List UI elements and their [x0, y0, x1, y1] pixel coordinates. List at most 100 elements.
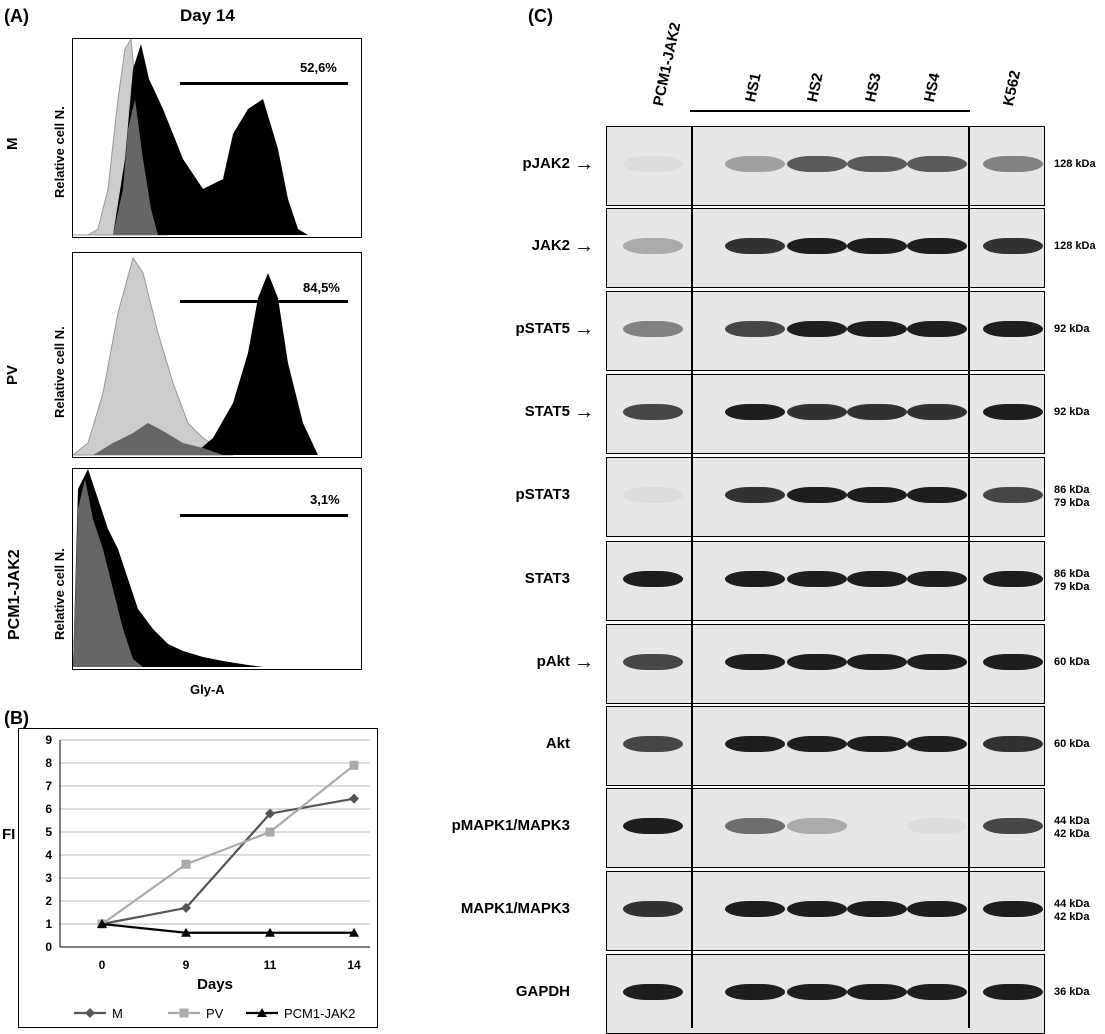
blot-label: pSTAT5: [515, 320, 570, 337]
hist-row-label-pv: PV: [4, 364, 21, 385]
histogram-pcm1-plot: [73, 469, 263, 667]
blot-band: [983, 571, 1043, 587]
blot-band: [725, 654, 785, 670]
blot-band: [787, 487, 847, 503]
series-line-m: [101, 797, 355, 926]
blot-band: [983, 736, 1043, 752]
y-tick-label: 2: [45, 894, 52, 908]
blot-band: [787, 404, 847, 420]
blot-band: [983, 487, 1043, 503]
kda-label: 79 kDa: [1054, 497, 1090, 509]
blot-band: [623, 654, 683, 670]
blot-band: [787, 736, 847, 752]
blot-band: [983, 238, 1043, 254]
blot-band: [847, 984, 907, 1000]
y-tick-label: 5: [45, 825, 52, 839]
blot-band: [907, 487, 967, 503]
blot-band: [623, 321, 683, 337]
lane-divider-right: [968, 126, 970, 1028]
blot-band: [847, 156, 907, 172]
blot-band: [907, 156, 967, 172]
blot-label: STAT5: [524, 403, 570, 420]
blot-band: [983, 654, 1043, 670]
data-point-pcm1-jak2: [265, 927, 275, 937]
series-line-pv: [101, 764, 355, 925]
hist-row-label-m: M: [4, 137, 21, 151]
blot-band: [847, 654, 907, 670]
blot-band: [847, 736, 907, 752]
blot-pakt: [606, 624, 1045, 704]
y-tick-label: 7: [45, 779, 52, 793]
blot-band: [907, 736, 967, 752]
x-axis-label: Days: [197, 976, 233, 993]
blot-label: pMAPK1/MAPK3: [451, 817, 570, 834]
lane-label: K562: [1000, 68, 1025, 108]
blot-band: [983, 901, 1043, 917]
blot-label: JAK2: [531, 237, 570, 254]
blot-stat3: [606, 541, 1045, 621]
blot-band: [725, 571, 785, 587]
blot-band: [787, 901, 847, 917]
gate-line-pv: [180, 300, 348, 303]
blot-pjak2: [606, 126, 1045, 206]
blot-band: [787, 156, 847, 172]
legend-marker: [257, 1008, 267, 1017]
kda-label: 44 kDa: [1054, 898, 1090, 910]
data-point-pcm1-jak2: [181, 927, 191, 937]
panel-b-letter: (B): [4, 708, 29, 728]
histogram-pv-control: [73, 256, 234, 456]
histogram-m-plot: [73, 39, 308, 236]
arrow-icon: →: [574, 401, 594, 423]
histogram-pcm1: [72, 468, 362, 670]
kda-label: 92 kDa: [1054, 323, 1090, 335]
arrow-icon: →: [574, 318, 594, 340]
x-tick-label: 14: [347, 958, 361, 972]
x-tick-label: 9: [183, 958, 190, 972]
blot-band: [983, 404, 1043, 420]
blot-band: [787, 984, 847, 1000]
lane-divider-left: [691, 126, 693, 1028]
kda-label: 36 kDa: [1054, 986, 1090, 998]
blot-band: [725, 238, 785, 254]
blot-stat5: [606, 374, 1045, 454]
kda-label: 60 kDa: [1054, 656, 1090, 668]
kda-label: 128 kDa: [1054, 158, 1096, 170]
blot-akt: [606, 706, 1045, 786]
histogram-pv-overlap: [93, 423, 223, 455]
panel-c-letter: (C): [528, 6, 553, 26]
blot-band: [983, 818, 1043, 834]
blot-band: [623, 571, 683, 587]
blot-label: MAPK1/MAPK3: [460, 900, 570, 917]
blot-band: [983, 156, 1043, 172]
blot-band: [907, 404, 967, 420]
lane-label: PCM1-JAK2: [650, 20, 685, 108]
x-tick-label: 11: [264, 958, 277, 972]
data-point-pv: [181, 859, 191, 869]
blot-band: [725, 404, 785, 420]
data-point-pv: [349, 760, 359, 770]
data-point-pcm1-jak2: [97, 919, 107, 928]
blot-band: [907, 901, 967, 917]
blot-band: [725, 156, 785, 172]
blot-band: [725, 984, 785, 1000]
legend-marker: [179, 1008, 189, 1018]
blot-gapdh: [606, 954, 1045, 1034]
kda-label: 86 kDa: [1054, 484, 1090, 496]
histogram-m: [72, 38, 362, 238]
legend-marker: [85, 1008, 95, 1018]
kda-label: 60 kDa: [1054, 738, 1090, 750]
lane-label: HS3: [862, 71, 885, 104]
chart-ylabel: FI: [2, 826, 16, 843]
histogram-pv: [72, 252, 362, 458]
y-tick-label: 3: [45, 871, 52, 885]
blot-band: [847, 321, 907, 337]
legend-label: M: [112, 1006, 123, 1021]
y-tick-label: 8: [45, 756, 52, 770]
hist-xlabel: Gly-A: [190, 682, 225, 697]
hist-row-label-pcm1: PCM1-JAK2: [6, 549, 23, 640]
y-tick-label: 6: [45, 802, 52, 816]
kda-label: 79 kDa: [1054, 581, 1090, 593]
blot-band: [623, 487, 683, 503]
blot-band: [787, 818, 847, 834]
blot-band: [623, 901, 683, 917]
